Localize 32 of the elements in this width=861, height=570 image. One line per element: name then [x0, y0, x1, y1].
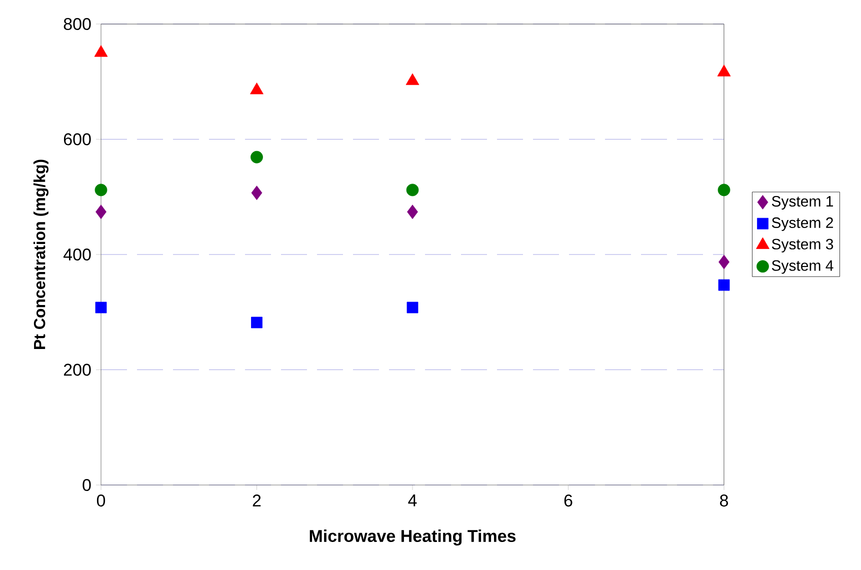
point: [95, 302, 107, 314]
x-tick-label: 6: [564, 494, 572, 507]
legend-label: System 1: [772, 196, 833, 210]
point: [96, 204, 106, 220]
y-tick-label: 0: [82, 478, 91, 492]
legend-label: System 4: [772, 260, 834, 274]
point: [717, 64, 731, 76]
point: [251, 316, 262, 328]
y-tick-label: 600: [64, 133, 91, 146]
x-tick-label: 4: [408, 494, 417, 506]
point: [251, 186, 262, 200]
y-axis-title: Pt Concentration (mg/kg): [33, 160, 48, 349]
legend-label: System 3: [772, 238, 834, 252]
point: [718, 184, 730, 196]
point: [250, 150, 263, 164]
point: [718, 279, 730, 291]
y-tick-label: 800: [64, 18, 91, 30]
point: [94, 45, 108, 57]
y-tick-label: 200: [64, 364, 91, 376]
x-tick-label: 0: [96, 494, 106, 507]
point: [407, 204, 418, 220]
x-axis-title: Microwave Heating Times: [310, 530, 516, 546]
x-tick-label: 2: [252, 494, 261, 506]
point: [406, 184, 419, 196]
point: [406, 302, 418, 314]
point: [718, 254, 730, 270]
point: [406, 73, 420, 85]
point: [250, 82, 264, 94]
point: [94, 184, 108, 196]
y-tick-label: 400: [63, 248, 91, 261]
x-tick-label: 8: [720, 494, 728, 507]
legend-label: System 2: [772, 217, 833, 231]
